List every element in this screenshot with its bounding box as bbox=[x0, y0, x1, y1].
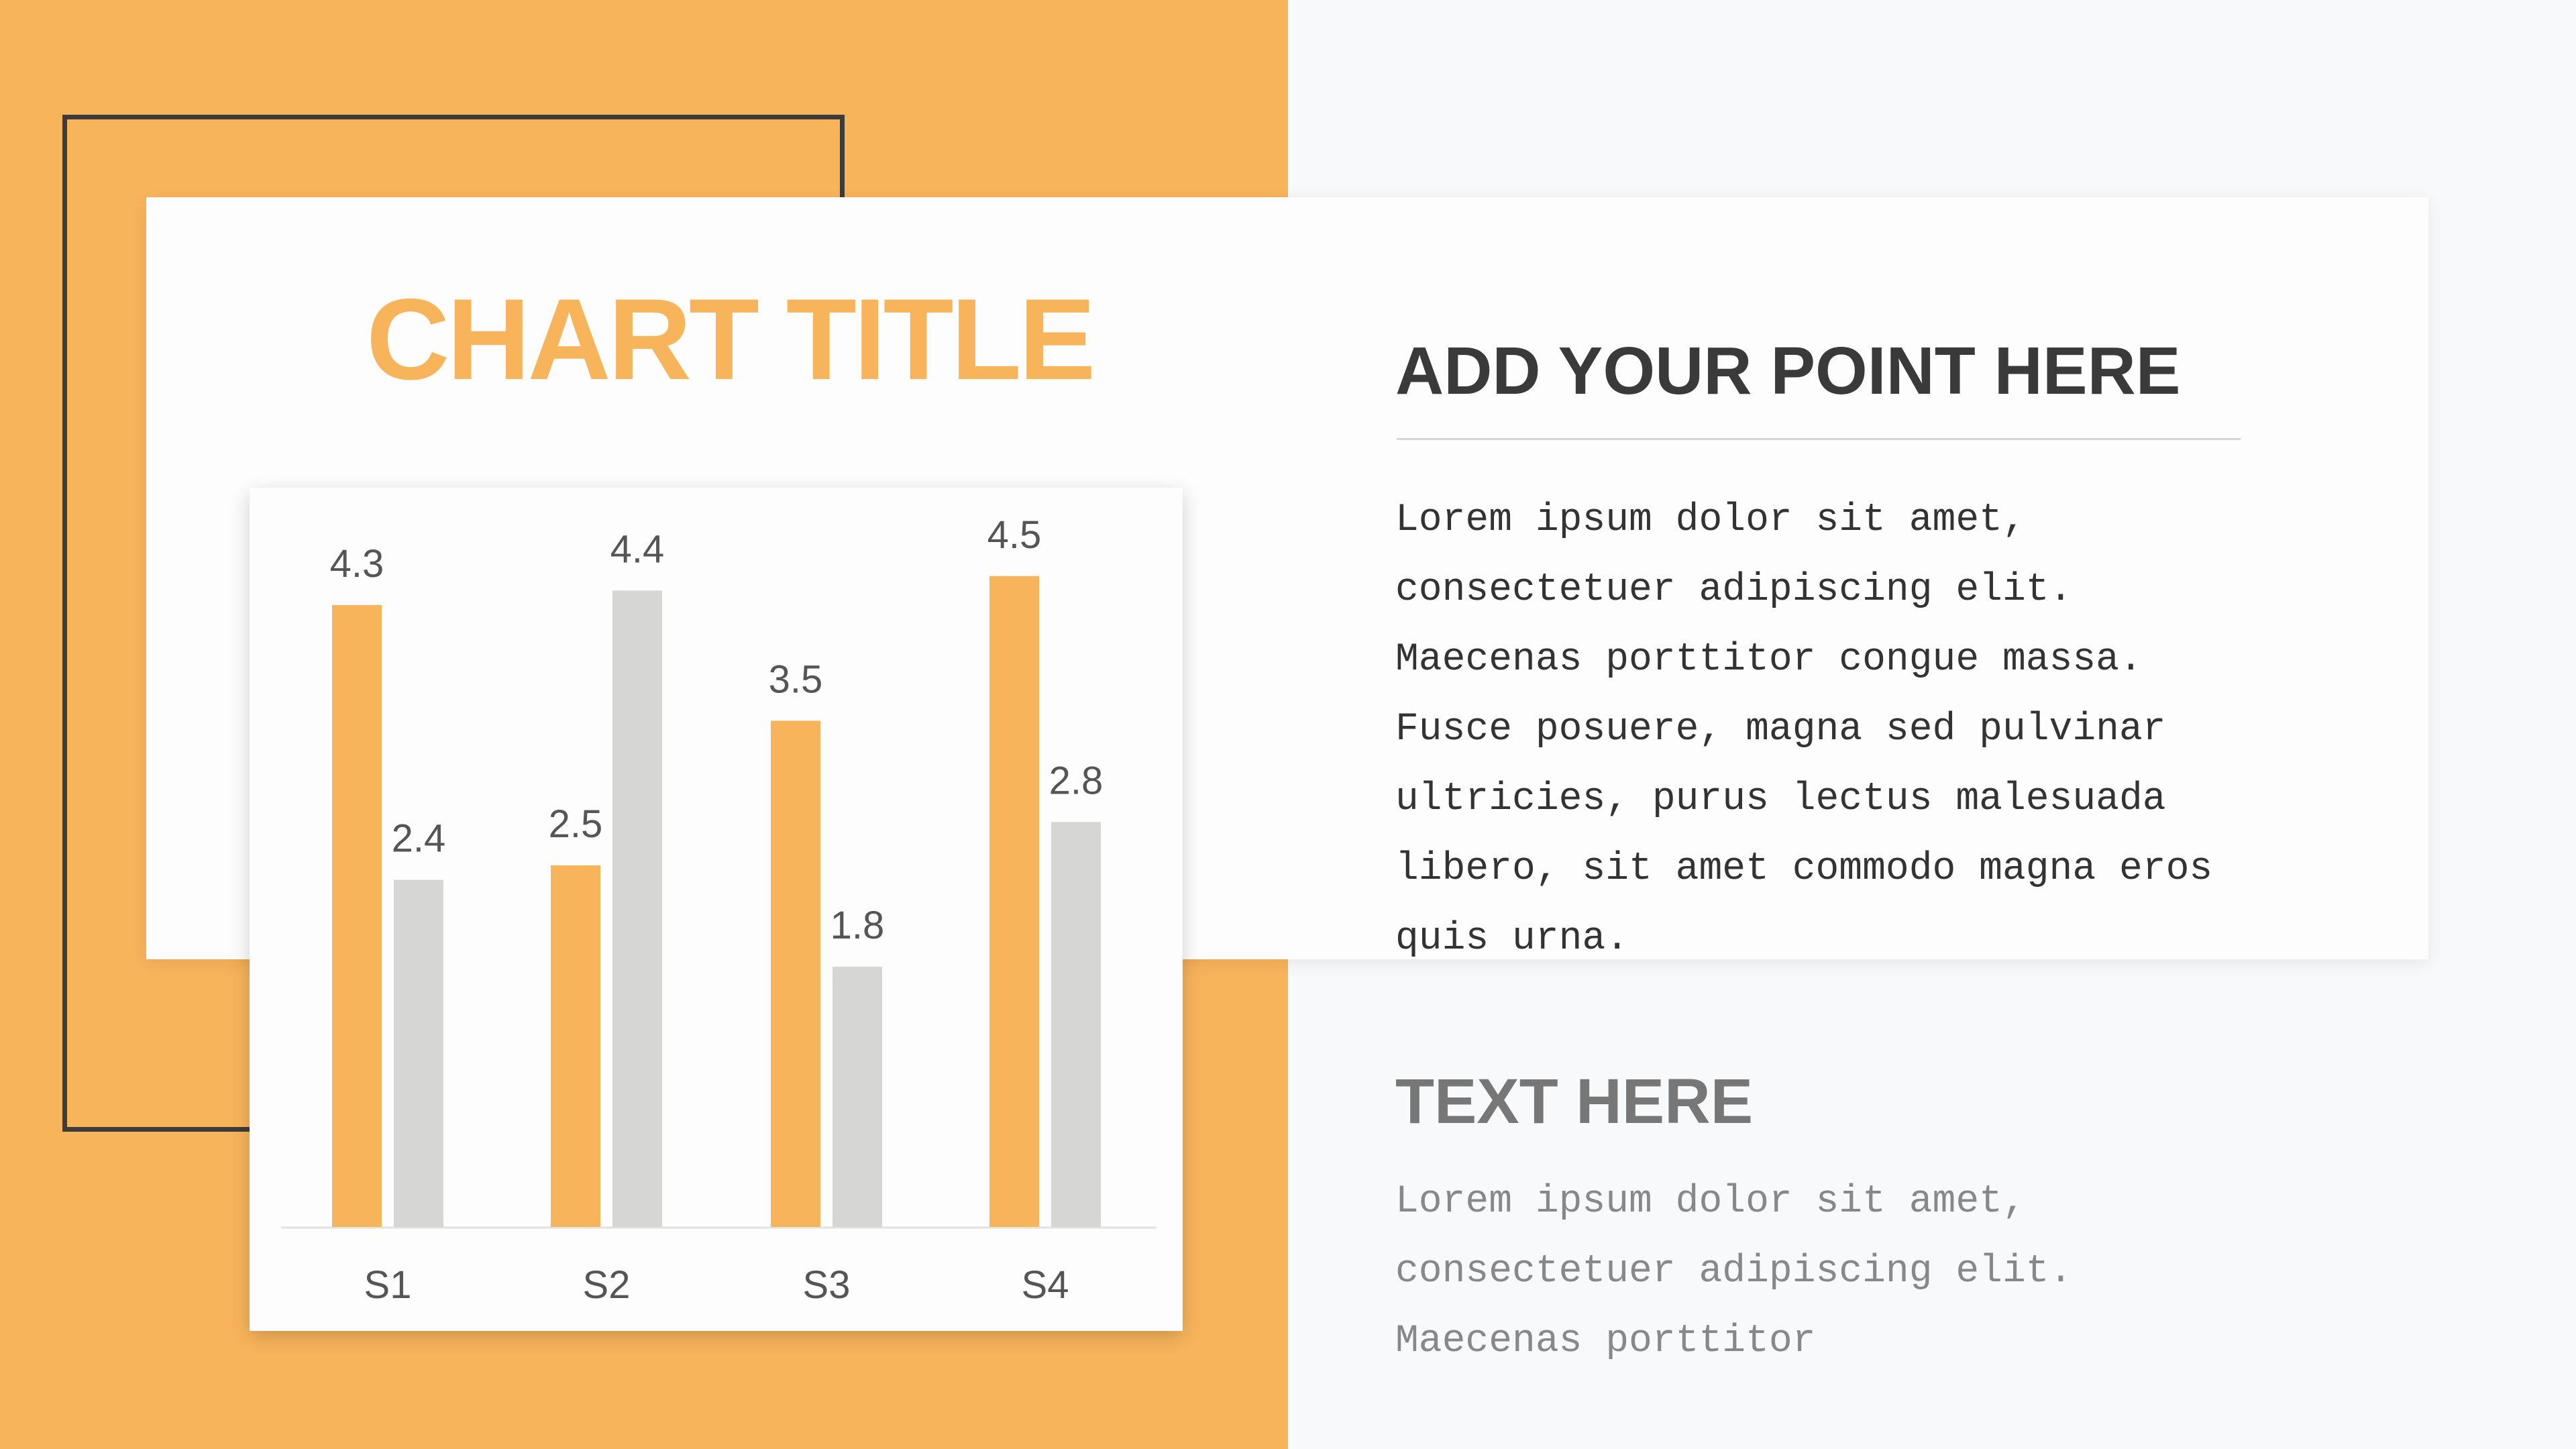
x-tick-label: S1 bbox=[364, 1263, 412, 1307]
paragraph-line: Maecenas porttitor bbox=[1395, 1320, 1816, 1363]
chart-container: 4.3 2.4 S1 2.5 4.4 S2 3.5 1.8 S3 4.5 2.8 S4 bbox=[250, 488, 1183, 1331]
data-label: 4.4 bbox=[610, 527, 665, 571]
paragraph-line: Lorem ipsum dolor sit amet, bbox=[1395, 498, 2026, 542]
text-heading: TEXT HERE bbox=[1395, 1066, 1754, 1137]
bar-s3-series1 bbox=[771, 720, 820, 1227]
paragraph-line: quis urna. bbox=[1395, 917, 1629, 961]
data-label: 2.5 bbox=[549, 802, 603, 846]
point-heading: ADD YOUR POINT HERE bbox=[1395, 333, 2181, 409]
data-label: 2.8 bbox=[1049, 759, 1104, 802]
x-tick-label: S3 bbox=[803, 1263, 851, 1307]
data-label: 4.3 bbox=[330, 542, 384, 586]
paragraph-line: Maecenas porttitor congue massa. bbox=[1395, 638, 2143, 682]
paragraph-line: consectetuer adipiscing elit. bbox=[1395, 568, 2073, 612]
paragraph-line: Fusce posuere, magna sed pulvinar bbox=[1395, 708, 2166, 751]
point-paragraph: Lorem ipsum dolor sit amet, consectetuer … bbox=[1395, 486, 2212, 974]
paragraph-line: ultricies, purus lectus malesuada bbox=[1395, 777, 2166, 821]
bar-s4-series1 bbox=[989, 576, 1039, 1227]
x-tick-label: S4 bbox=[1022, 1263, 1069, 1307]
data-label: 1.8 bbox=[830, 904, 885, 947]
x-tick-label: S2 bbox=[583, 1263, 631, 1307]
chart-title: CHART TITLE bbox=[366, 275, 1095, 404]
bar-s3-series2 bbox=[833, 966, 882, 1227]
bar-s1-series2 bbox=[394, 879, 443, 1227]
bar-chart: 4.3 2.4 S1 2.5 4.4 S2 3.5 1.8 S3 4.5 2.8 S4 bbox=[281, 513, 1157, 1307]
text-paragraph: Lorem ipsum dolor sit amet, consectetuer … bbox=[1395, 1167, 2072, 1377]
heading-divider bbox=[1397, 438, 2241, 440]
paragraph-line: Lorem ipsum dolor sit amet, bbox=[1395, 1180, 2026, 1224]
data-label: 4.5 bbox=[987, 513, 1042, 557]
bar-s4-series2 bbox=[1051, 822, 1101, 1227]
bar-s1-series1 bbox=[332, 604, 382, 1227]
bar-s2-series2 bbox=[612, 590, 662, 1227]
paragraph-line: consectetuer adipiscing elit. bbox=[1395, 1250, 2073, 1293]
paragraph-line: libero, sit amet commodo magna eros bbox=[1395, 847, 2213, 891]
data-label: 3.5 bbox=[769, 657, 823, 701]
data-label: 2.4 bbox=[392, 817, 446, 861]
bar-s2-series1 bbox=[551, 865, 600, 1227]
